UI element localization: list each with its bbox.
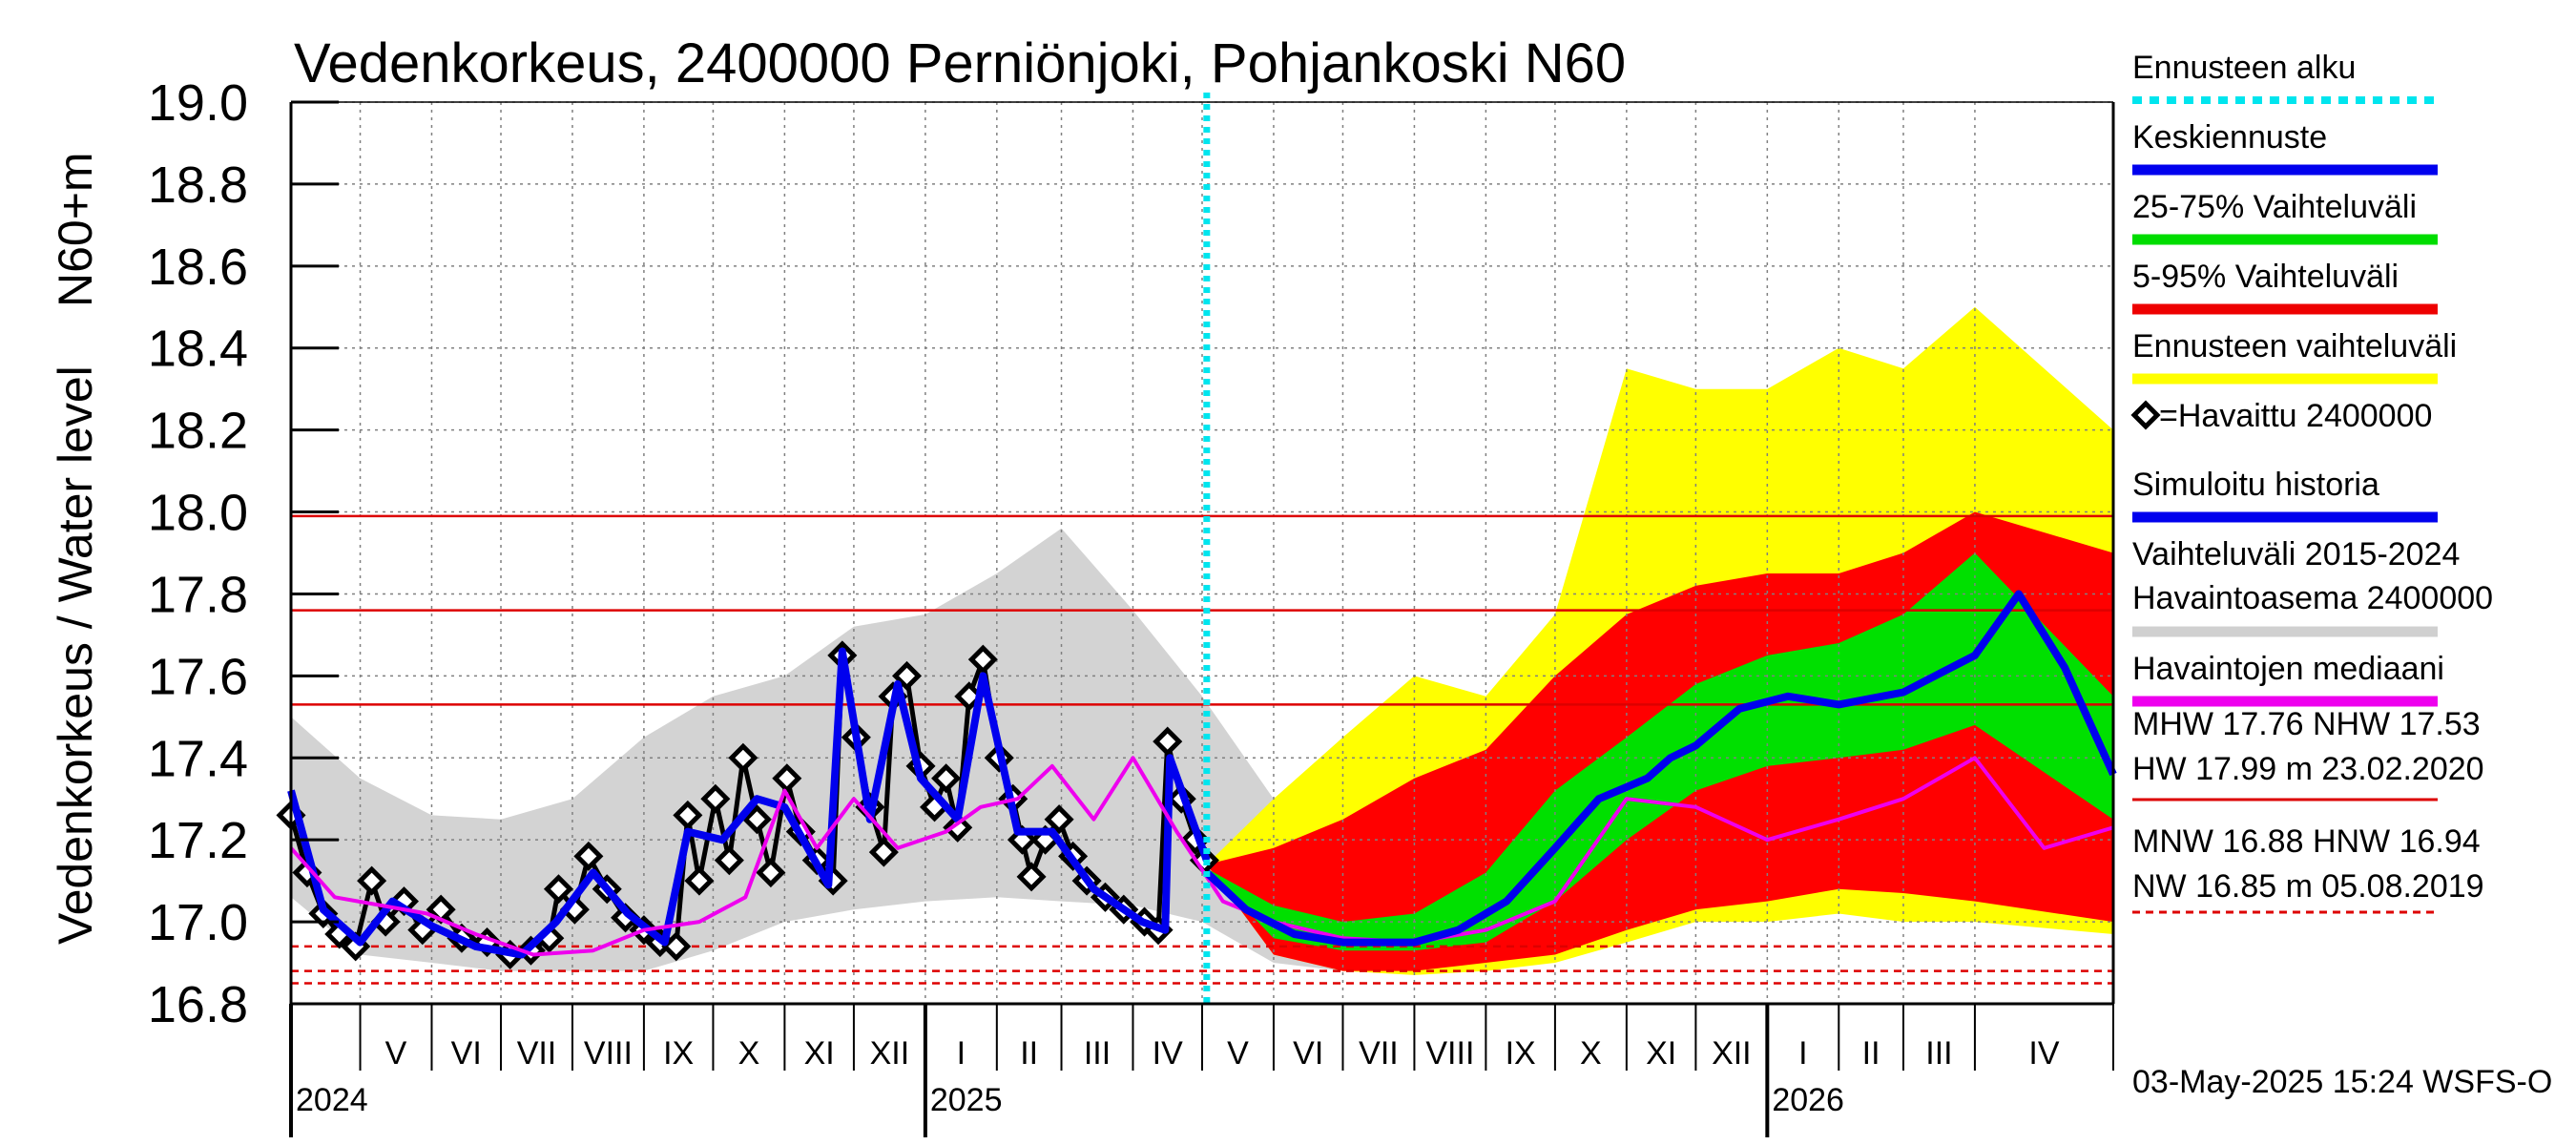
y-axis-label: Vedenkorkeus / Water level N60+m: [49, 152, 102, 945]
y-axis-label-main: Vedenkorkeus / Water level: [49, 365, 102, 945]
timestamp-footer: 03-May-2025 15:24 WSFS-O: [2132, 1064, 2552, 1100]
legend-label: Keskiennuste: [2132, 119, 2327, 156]
legend: Ennusteen alku Keskiennuste 25-75% Vaihtel…: [2130, 50, 2493, 707]
month-label: II: [1862, 1035, 1880, 1072]
observed-point-marker: [741, 804, 772, 835]
y-axis-label-unit: N60+m: [49, 152, 102, 307]
observed-point-marker: [772, 763, 802, 794]
month-label: XI: [1646, 1035, 1676, 1072]
month-label: VII: [1359, 1035, 1399, 1072]
month-label: V: [1227, 1035, 1249, 1072]
chart-title: Vedenkorkeus, 2400000 Perniönjoki, Pohja…: [294, 32, 1626, 94]
month-label: I: [1798, 1035, 1807, 1072]
observed-point-marker: [1044, 804, 1074, 835]
observed-point-marker: [673, 800, 703, 830]
month-label: VIII: [1425, 1035, 1474, 1072]
observed-point-marker: [661, 931, 692, 962]
month-label: III: [1925, 1035, 1952, 1072]
series-line-median: [289, 756, 2114, 957]
observed-point-marker: [357, 865, 387, 896]
series-line-simulated: [287, 647, 1211, 959]
month-label: II: [1020, 1035, 1038, 1072]
month-label: VIII: [584, 1035, 633, 1072]
observed-point-marker: [1153, 726, 1183, 757]
y-tick-label: 18.8: [148, 156, 248, 214]
observed-point-marker: [684, 865, 715, 896]
y-tick-label: 17.8: [148, 566, 248, 623]
statistics-panel: MHW 17.76 NHW 17.53 HW 17.99 m 23.02.202…: [2132, 706, 2484, 914]
month-label: IX: [1506, 1035, 1536, 1072]
stats-nw: NW 16.85 m 05.08.2019: [2132, 868, 2484, 905]
y-tick-label: 18.6: [148, 239, 248, 296]
y-tick-label: 16.8: [148, 976, 248, 1033]
observed-point-marker: [891, 660, 923, 691]
observed-point-marker: [931, 763, 962, 794]
month-label: X: [1580, 1035, 1602, 1072]
year-label: 2026: [1772, 1082, 1844, 1118]
legend-label: Vaihteluväli 2015-2024: [2132, 536, 2460, 572]
legend-label: =Havaittu 2400000: [2159, 398, 2432, 434]
observed-point-marker: [714, 845, 744, 876]
series-line-forecast_mean: [1204, 590, 2117, 947]
axes: 19.0 18.8 18.6 18.4 18.2 18.0 17.8 17.6 17.4 17.2…: [148, 74, 2115, 1137]
plot-area: [276, 93, 2117, 1005]
legend-label: 5-95% Vaihteluväli: [2132, 259, 2399, 295]
legend-label: 25-75% Vaihteluväli: [2132, 189, 2417, 225]
month-label: I: [957, 1035, 966, 1072]
month-label: VI: [451, 1035, 482, 1072]
band-green: [1206, 552, 2113, 951]
observed-point-marker: [543, 874, 573, 905]
month-label: VI: [1293, 1035, 1323, 1072]
y-tick-label: 18.4: [148, 321, 248, 378]
month-label: VII: [517, 1035, 557, 1072]
month-label: XI: [804, 1035, 835, 1072]
y-tick-label: 17.0: [148, 894, 248, 951]
legend-label: Simuloitu historia: [2132, 467, 2379, 503]
month-label: IV: [1153, 1035, 1183, 1072]
y-tick-label: 19.0: [148, 74, 248, 132]
y-tick-label: 17.2: [148, 812, 248, 869]
legend-marker-observed: [2130, 400, 2161, 430]
y-tick-label: 18.2: [148, 403, 248, 460]
observed-point-marker: [1016, 862, 1047, 892]
observed-point-marker: [756, 858, 786, 888]
year-label: 2025: [930, 1082, 1003, 1118]
observed-point-marker: [967, 644, 998, 675]
month-label: X: [738, 1035, 760, 1072]
month-label: V: [385, 1035, 407, 1072]
stats-hw: HW 17.99 m 23.02.2020: [2132, 751, 2484, 787]
stats-mnw-hnw: MNW 16.88 HNW 16.94: [2132, 823, 2481, 860]
legend-label-2: Havaintoasema 2400000: [2132, 580, 2493, 616]
observed-point-marker: [728, 742, 758, 773]
y-tick-label: 17.4: [148, 730, 248, 787]
y-tick-label: 18.0: [148, 485, 248, 542]
observed-point-marker: [943, 812, 973, 843]
observed-point-marker: [868, 837, 899, 867]
observed-point-marker: [700, 783, 731, 814]
observed-point-marker: [573, 841, 604, 871]
y-tick-label: 17.6: [148, 648, 248, 705]
stats-mhw-nhw: MHW 17.76 NHW 17.53: [2132, 706, 2481, 742]
month-label: III: [1084, 1035, 1111, 1072]
month-label: IV: [2028, 1035, 2059, 1072]
month-label: XII: [870, 1035, 910, 1072]
legend-label: Ennusteen alku: [2132, 50, 2356, 86]
year-label: 2024: [296, 1082, 368, 1118]
legend-label: Ennusteen vaihteluväli: [2132, 328, 2457, 364]
month-label: XII: [1712, 1035, 1752, 1072]
month-label: IX: [663, 1035, 694, 1072]
legend-label: Havaintojen mediaani: [2132, 651, 2444, 687]
